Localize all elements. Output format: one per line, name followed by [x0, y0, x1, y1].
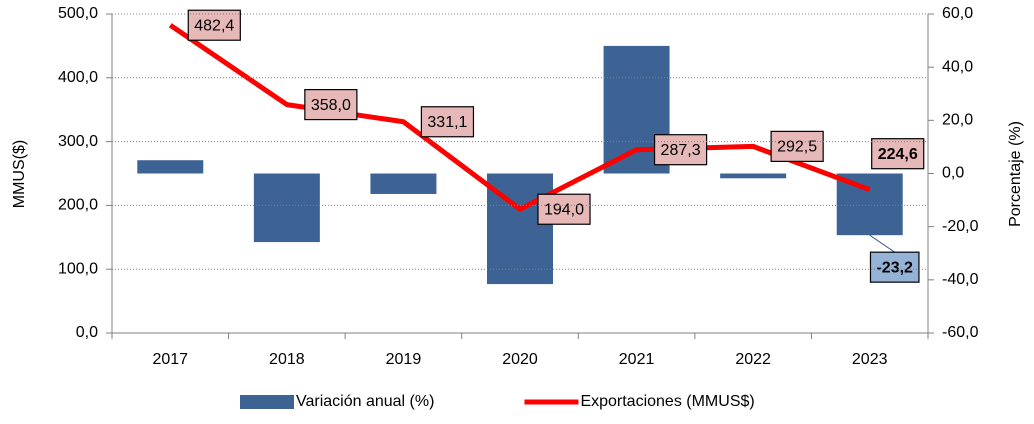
y2-tick-label: 0,0 — [942, 165, 964, 182]
x-tick-label: 2023 — [852, 351, 888, 368]
data-label: -23,2 — [876, 259, 913, 276]
x-tick-label: 2020 — [502, 351, 538, 368]
data-label-box — [420, 106, 475, 138]
y2-tick-label: -20,0 — [942, 218, 979, 235]
y2-tick-label: 60,0 — [942, 5, 973, 22]
leader-line — [869, 234, 895, 253]
y-tick-label: 500,0 — [58, 5, 98, 22]
y2-tick-label: 40,0 — [942, 58, 973, 75]
x-tick-label: 2022 — [735, 351, 771, 368]
y-tick-label: 200,0 — [58, 197, 98, 214]
lines — [168, 23, 871, 212]
data-label-box — [653, 134, 708, 166]
data-label-box — [871, 138, 925, 170]
x-tick-label: 2017 — [152, 351, 188, 368]
data-label-box — [537, 193, 591, 225]
data-label: 292,5 — [777, 139, 817, 156]
data-label: 194,0 — [544, 201, 584, 218]
data-label-box — [187, 9, 241, 41]
legend-swatch — [240, 395, 294, 409]
y-tick-label: 0,0 — [76, 324, 98, 341]
y2-tick-label: -60,0 — [942, 324, 979, 341]
y2-tick-label: -40,0 — [942, 271, 979, 288]
x-tick-label: 2018 — [269, 351, 305, 368]
y-axis-label: MMUS($) — [11, 140, 28, 208]
data-label: 358,0 — [311, 97, 351, 114]
x-tick-label: 2019 — [386, 351, 422, 368]
legend-label: Exportaciones (MMUS$) — [580, 393, 754, 410]
y2-tick-label: 20,0 — [942, 112, 973, 129]
bar — [253, 173, 320, 243]
data-label-box — [770, 130, 824, 162]
data-label: 482,4 — [194, 17, 234, 34]
data-label-box — [304, 88, 358, 121]
data-label: 224,6 — [878, 146, 918, 163]
line — [168, 23, 871, 212]
data-label-box — [869, 251, 920, 283]
data-label: 331,1 — [427, 114, 467, 131]
legend-label: Variación anual (%) — [296, 393, 434, 410]
y-tick-label: 400,0 — [58, 69, 98, 86]
bar — [137, 160, 204, 174]
bar — [720, 173, 787, 179]
y-tick-label: 100,0 — [58, 260, 98, 277]
data-label: 287,3 — [661, 142, 701, 159]
bar — [370, 173, 437, 194]
y2-axis-label: Porcentaje (%) — [1007, 121, 1024, 227]
y-tick-label: 300,0 — [58, 133, 98, 150]
x-tick-label: 2021 — [619, 351, 655, 368]
